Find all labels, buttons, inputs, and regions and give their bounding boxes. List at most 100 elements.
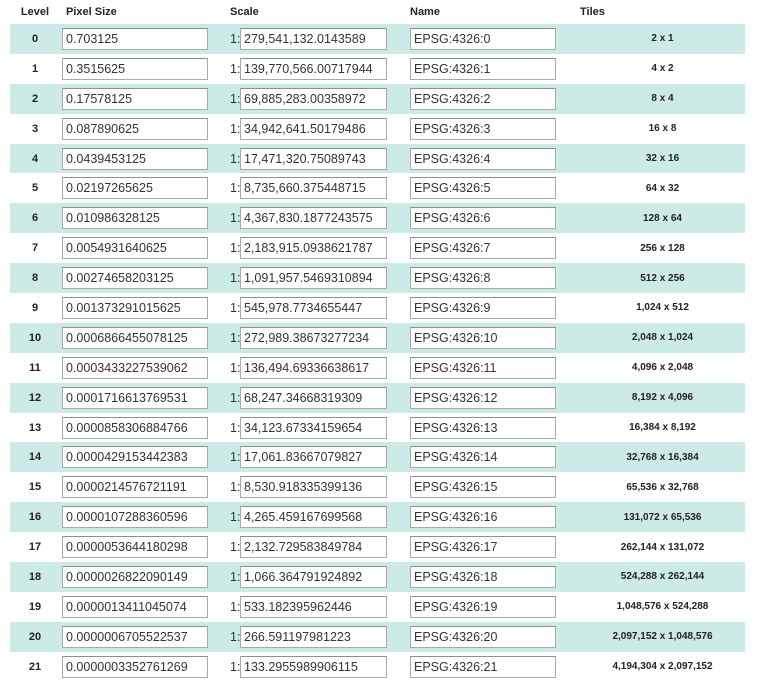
name-input[interactable] — [410, 536, 556, 559]
name-input[interactable] — [410, 386, 556, 409]
scale-input[interactable] — [240, 326, 387, 349]
header-level: Level — [20, 6, 50, 18]
pixel-size-input[interactable] — [62, 296, 208, 319]
name-input[interactable] — [410, 446, 556, 469]
pixel-size-input[interactable] — [62, 625, 208, 648]
pixel-size-input[interactable] — [62, 237, 208, 260]
pixel-size-input[interactable] — [62, 147, 208, 170]
name-cell — [410, 54, 580, 84]
tiles-cell: 8 x 4 — [651, 93, 674, 105]
name-input[interactable] — [410, 237, 556, 260]
scale-prefix-label: 1: — [230, 569, 241, 584]
pixel-size-input[interactable] — [62, 595, 208, 618]
name-input[interactable] — [410, 506, 556, 529]
pixel-size-input[interactable] — [62, 446, 208, 469]
name-input[interactable] — [410, 117, 556, 140]
scale-prefix-label: 1: — [230, 271, 241, 286]
scale-input[interactable] — [240, 536, 387, 559]
name-input[interactable] — [410, 267, 556, 290]
name-input[interactable] — [410, 326, 556, 349]
level-cell: 11 — [29, 361, 41, 374]
scale-input[interactable] — [240, 267, 387, 290]
name-input[interactable] — [410, 87, 556, 110]
scale-input[interactable] — [240, 117, 387, 140]
table-row: 8 1: 512 x 256 — [10, 263, 745, 294]
pixel-size-input[interactable] — [62, 655, 208, 678]
scale-cell: 1: — [230, 84, 410, 114]
name-input[interactable] — [410, 177, 556, 200]
name-input[interactable] — [410, 655, 556, 678]
scale-prefix-label: 1: — [230, 61, 241, 76]
pixel-size-cell — [60, 173, 230, 203]
tiles-cell: 8,192 x 4,096 — [631, 392, 694, 404]
name-input[interactable] — [410, 207, 556, 230]
scale-prefix-label: 1: — [230, 450, 241, 465]
scale-input[interactable] — [240, 177, 387, 200]
name-input[interactable] — [410, 27, 556, 50]
scale-input[interactable] — [240, 87, 387, 110]
pixel-size-input[interactable] — [62, 267, 208, 290]
scale-input[interactable] — [240, 356, 387, 379]
pixel-size-input[interactable] — [62, 416, 208, 439]
scale-input[interactable] — [240, 625, 387, 648]
pixel-size-cell — [60, 263, 230, 293]
scale-cell: 1: — [230, 144, 410, 174]
scale-input[interactable] — [240, 296, 387, 319]
scale-input[interactable] — [240, 386, 387, 409]
table-row: 6 1: 128 x 64 — [10, 203, 745, 234]
table-header: Level Pixel Size Scale Name Tiles — [10, 0, 745, 24]
name-input[interactable] — [410, 625, 556, 648]
scale-input[interactable] — [240, 237, 387, 260]
level-cell: 8 — [31, 272, 39, 285]
name-input[interactable] — [410, 296, 556, 319]
tiles-cell: 131,072 x 65,536 — [623, 511, 702, 523]
pixel-size-input[interactable] — [62, 476, 208, 499]
scale-input[interactable] — [240, 207, 387, 230]
name-input[interactable] — [410, 416, 556, 439]
name-input[interactable] — [410, 595, 556, 618]
tiles-cell: 2,048 x 1,024 — [631, 332, 694, 344]
scale-input[interactable] — [240, 27, 387, 50]
pixel-size-input[interactable] — [62, 565, 208, 588]
scale-input[interactable] — [240, 595, 387, 618]
name-input[interactable] — [410, 147, 556, 170]
scale-cell: 1: — [230, 622, 410, 652]
scale-input[interactable] — [240, 655, 387, 678]
pixel-size-input[interactable] — [62, 326, 208, 349]
pixel-size-cell — [60, 562, 230, 592]
scale-prefix-label: 1: — [230, 480, 241, 495]
name-input[interactable] — [410, 565, 556, 588]
pixel-size-input[interactable] — [62, 386, 208, 409]
scale-input[interactable] — [240, 57, 387, 80]
pixel-size-input[interactable] — [62, 117, 208, 140]
pixel-size-input[interactable] — [62, 57, 208, 80]
scale-input[interactable] — [240, 476, 387, 499]
tiles-cell: 1,024 x 512 — [636, 302, 689, 314]
pixel-size-input[interactable] — [62, 506, 208, 529]
scale-cell: 1: — [230, 442, 410, 472]
scale-input[interactable] — [240, 147, 387, 170]
table-row: 15 1: 65,536 x 32,768 — [10, 472, 745, 503]
name-input[interactable] — [410, 356, 556, 379]
pixel-size-input[interactable] — [62, 536, 208, 559]
pixel-size-input[interactable] — [62, 177, 208, 200]
scale-input[interactable] — [240, 416, 387, 439]
level-cell: 14 — [28, 451, 42, 464]
name-input[interactable] — [410, 57, 556, 80]
pixel-size-cell — [60, 413, 230, 443]
scale-prefix-label: 1: — [230, 211, 241, 226]
scale-input[interactable] — [240, 506, 387, 529]
pixel-size-input[interactable] — [62, 356, 208, 379]
scale-input[interactable] — [240, 446, 387, 469]
name-input[interactable] — [410, 476, 556, 499]
scale-input[interactable] — [240, 565, 387, 588]
pixel-size-input[interactable] — [62, 27, 208, 50]
name-cell — [410, 233, 580, 263]
scale-prefix-label: 1: — [230, 390, 241, 405]
pixel-size-input[interactable] — [62, 207, 208, 230]
level-cell: 9 — [31, 301, 39, 314]
name-cell — [410, 24, 580, 54]
tiles-cell: 16 x 8 — [648, 123, 677, 135]
pixel-size-input[interactable] — [62, 87, 208, 110]
scale-prefix-label: 1: — [230, 510, 241, 525]
